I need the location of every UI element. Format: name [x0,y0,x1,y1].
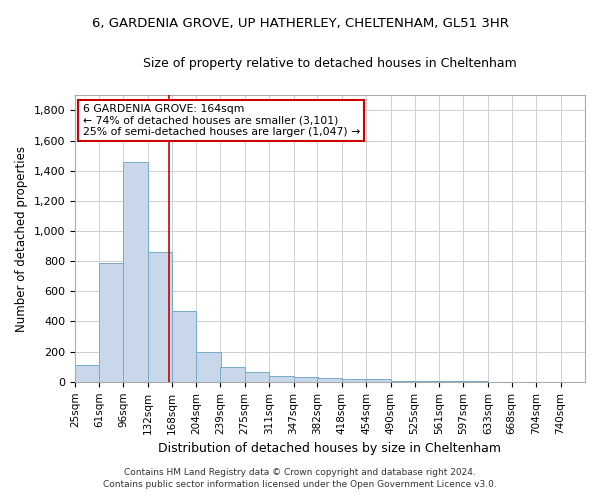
Bar [196,352,221,382]
Bar [148,252,172,382]
Bar [293,378,318,382]
Text: 6 GARDENIA GROVE: 164sqm
← 74% of detached houses are smaller (3,101)
25% of sem: 6 GARDENIA GROVE: 164sqm ← 74% of detach… [83,104,360,137]
Bar [439,381,463,382]
Bar [75,365,100,382]
Bar [415,381,439,382]
Bar [342,379,366,382]
Bar [172,311,196,382]
Bar [100,262,124,382]
Bar [391,380,415,382]
Y-axis label: Number of detached properties: Number of detached properties [15,146,28,332]
Text: Contains HM Land Registry data © Crown copyright and database right 2024.
Contai: Contains HM Land Registry data © Crown c… [103,468,497,489]
Bar [220,366,245,382]
Bar [269,376,293,382]
Bar [123,162,148,382]
X-axis label: Distribution of detached houses by size in Cheltenham: Distribution of detached houses by size … [158,442,502,455]
Text: 6, GARDENIA GROVE, UP HATHERLEY, CHELTENHAM, GL51 3HR: 6, GARDENIA GROVE, UP HATHERLEY, CHELTEN… [92,18,508,30]
Title: Size of property relative to detached houses in Cheltenham: Size of property relative to detached ho… [143,58,517,70]
Bar [366,380,391,382]
Bar [317,378,342,382]
Bar [245,372,269,382]
